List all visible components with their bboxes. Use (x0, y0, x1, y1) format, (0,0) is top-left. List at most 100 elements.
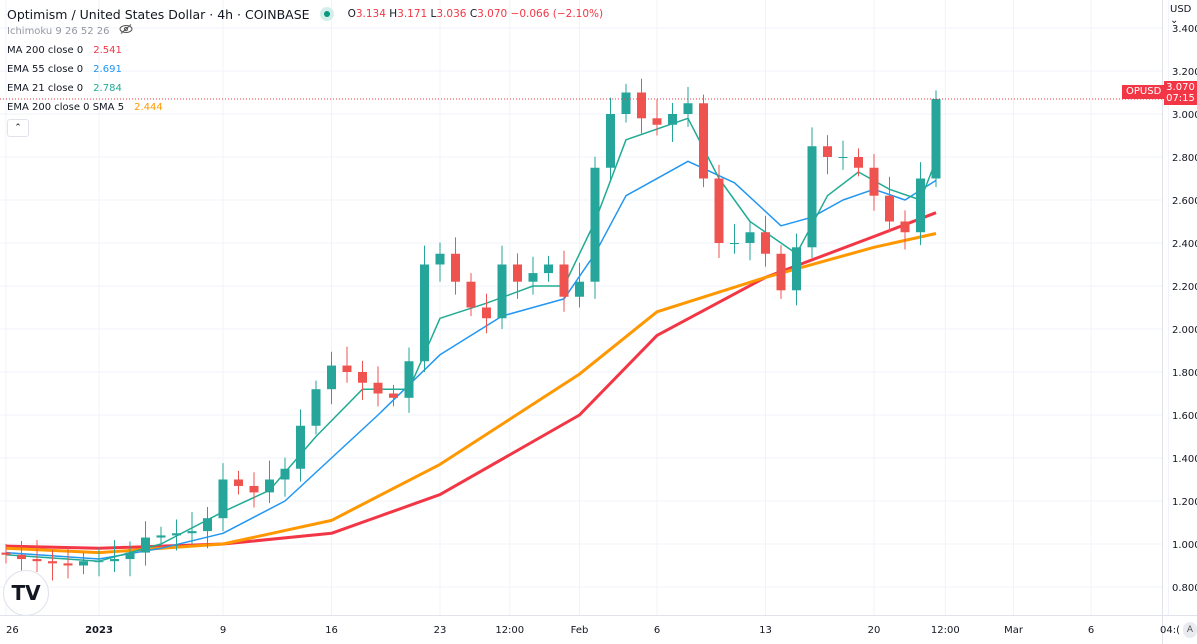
candle-body (17, 554, 26, 560)
collapse-legend-button[interactable]: ⌃ (7, 119, 29, 137)
price-tick-label: 2.600 (1172, 196, 1197, 207)
time-tick-label: 9 (220, 625, 226, 636)
candle-body (404, 361, 414, 398)
indicator-ma200[interactable]: MA 200 close 0 2.541 (7, 45, 122, 56)
candle-body (590, 167, 600, 282)
candle-body (420, 264, 429, 362)
price-tick-label: 1.400 (1172, 454, 1197, 465)
hidden-eye-icon[interactable] (119, 24, 133, 37)
candle-body (265, 479, 274, 493)
market-open-icon (319, 7, 334, 21)
candle-body (792, 247, 801, 291)
currency-selector[interactable]: USD ⌄ (1170, 4, 1192, 26)
candle-body (358, 372, 367, 383)
candle-body (900, 221, 910, 233)
chevron-up-icon: ⌃ (14, 123, 22, 133)
ma-line-ema-55-close-0 (5, 160, 937, 560)
candle-body (1, 552, 11, 555)
symbol-title[interactable]: Optimism / United States Dollar · 4h · C… (7, 6, 310, 22)
price-tick-label: 1.600 (1172, 411, 1197, 422)
candle-body (854, 157, 863, 168)
candle-body (683, 103, 693, 114)
candle-body (203, 518, 212, 532)
tradingview-logo[interactable]: TV (3, 570, 49, 616)
time-tick-label: Feb (571, 625, 589, 636)
price-tick-label: 1.800 (1172, 368, 1197, 379)
price-tick-label: 2.200 (1172, 282, 1197, 293)
candle-body (342, 365, 352, 372)
candle-body (218, 479, 228, 519)
candle-body (156, 535, 166, 538)
price-axis[interactable]: 0.800 1.000 1.200 1.400 1.600 1.800 2.000 2.200… (1172, 24, 1197, 594)
candle-body (125, 552, 135, 560)
candle-body (451, 253, 460, 282)
price-tick-label: 3.200 (1172, 67, 1197, 78)
chevron-down-icon: ⌄ (1170, 15, 1179, 26)
time-tick-label: Mar (1004, 625, 1024, 636)
candle-body (668, 114, 677, 125)
ma-line-ema-21-close-0 (5, 117, 937, 562)
candle-body (730, 243, 739, 244)
candle-body (172, 533, 181, 536)
candle-body (745, 232, 755, 243)
moving-averages (5, 117, 937, 562)
candle-body (187, 531, 197, 534)
candle-body (714, 178, 724, 243)
candle-body (528, 273, 538, 282)
grid (0, 0, 1169, 615)
time-tick-label: 20 (868, 625, 881, 636)
time-tick-label: 23 (434, 625, 447, 636)
candle-body (311, 389, 321, 426)
time-axis[interactable]: 26 2023 9 16 23 12:00 Feb 6 13 20 12:00 Mar 6 04:( (6, 625, 1180, 636)
indicator-ema21[interactable]: EMA 21 close 0 2.784 (7, 83, 122, 94)
candle-body (606, 114, 615, 168)
candle-body (637, 92, 646, 119)
candle-body (435, 253, 445, 265)
time-tick-label: 16 (325, 625, 338, 636)
indicator-ema200-sma5[interactable]: EMA 200 close 0 SMA 5 2.444 (7, 102, 163, 113)
candle-body (249, 485, 259, 493)
time-tick-label: 6 (654, 625, 660, 636)
candle-body (373, 382, 383, 394)
candle-body (48, 561, 57, 564)
indicator-ichimoku[interactable]: Ichimoku 9 26 52 26 (7, 22, 603, 41)
candle-body (497, 264, 507, 319)
price-tick-label: 2.400 (1172, 239, 1197, 250)
last-price-tag: 3.070 07:15 (1164, 81, 1197, 105)
symbol-price-tag: OPUSD (1122, 85, 1166, 99)
candle-body (776, 253, 786, 291)
candle-body (63, 563, 73, 566)
price-tick-label: 1.200 (1172, 497, 1197, 508)
time-tick-label: 6 (1088, 625, 1094, 636)
price-tick-label: 3.000 (1172, 110, 1197, 121)
candle-body (575, 281, 584, 297)
time-tick-label: 12:00 (931, 625, 960, 636)
candle-body (807, 146, 817, 248)
candle-body (652, 118, 662, 125)
candle-body (389, 393, 398, 398)
price-tick-label: 0.800 (1172, 583, 1197, 594)
candle-body (823, 146, 832, 157)
candle-body (79, 561, 88, 566)
chart-legend: Optimism / United States Dollar · 4h · C… (7, 6, 603, 137)
time-tick-label: 04:( (1160, 625, 1180, 636)
candle-body (94, 561, 104, 563)
candle-body (559, 264, 569, 297)
indicator-ema55[interactable]: EMA 55 close 0 2.691 (7, 64, 122, 75)
candle-body (621, 92, 631, 114)
auto-scale-button[interactable]: A (1183, 622, 1197, 638)
candle-body (110, 559, 119, 562)
bar-countdown: 07:15 (1166, 93, 1195, 104)
candle-body (838, 157, 848, 158)
candle-body (869, 167, 879, 196)
candle-body (327, 365, 336, 390)
price-tick-label: 1.000 (1172, 540, 1197, 551)
time-tick-label: 13 (759, 625, 772, 636)
candle-body (916, 178, 925, 233)
candle-body (280, 468, 290, 480)
time-tick-label: 12:00 (495, 625, 524, 636)
candle-body (544, 264, 553, 274)
price-tick-label: 3.400 (1172, 24, 1197, 35)
ohlc-values: O3.134 H3.171 L3.036 C3.070 −0.066 (−2.1… (347, 8, 604, 20)
